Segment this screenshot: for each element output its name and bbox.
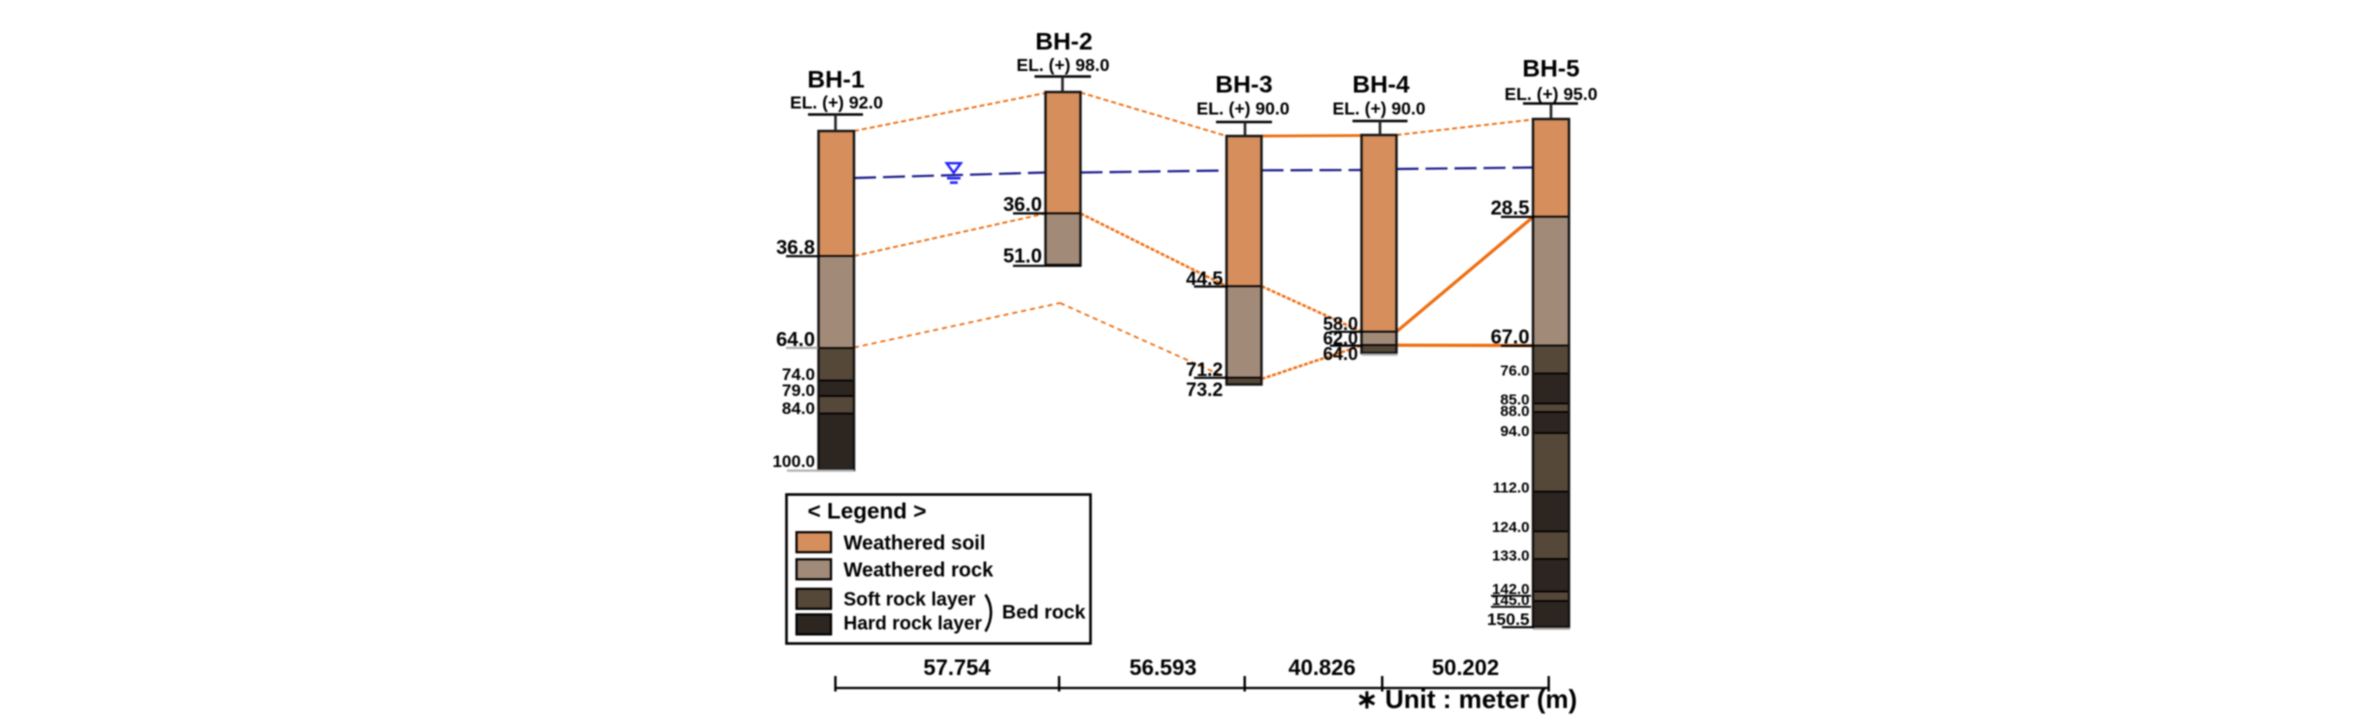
svg-text:150.5: 150.5 bbox=[1487, 610, 1530, 629]
svg-text:Weathered soil: Weathered soil bbox=[844, 533, 986, 555]
svg-text:BH-5: BH-5 bbox=[1522, 56, 1579, 83]
svg-text:58.0: 58.0 bbox=[1323, 314, 1358, 334]
svg-text:36.8: 36.8 bbox=[776, 237, 815, 259]
svg-text:74.0: 74.0 bbox=[782, 365, 815, 384]
svg-text:73.2: 73.2 bbox=[1186, 380, 1223, 401]
svg-text:BH-4: BH-4 bbox=[1352, 72, 1410, 99]
svg-text:85.0: 85.0 bbox=[1500, 392, 1529, 409]
svg-text:Soft rock layer: Soft rock layer bbox=[844, 590, 977, 611]
svg-text:62.0: 62.0 bbox=[1323, 328, 1358, 348]
svg-text:57.754: 57.754 bbox=[923, 655, 991, 680]
svg-text:44.5: 44.5 bbox=[1186, 269, 1223, 290]
svg-text:EL. (+) 92.0: EL. (+) 92.0 bbox=[790, 93, 883, 113]
svg-text:Bed rock: Bed rock bbox=[1002, 602, 1086, 624]
svg-text:36.0: 36.0 bbox=[1003, 194, 1042, 216]
svg-text:EL. (+) 90.0: EL. (+) 90.0 bbox=[1333, 99, 1426, 119]
svg-text:79.0: 79.0 bbox=[782, 381, 815, 400]
svg-text:EL. (+) 98.0: EL. (+) 98.0 bbox=[1017, 55, 1110, 75]
svg-text:145.0: 145.0 bbox=[1492, 592, 1530, 609]
svg-text:EL. (+) 95.0: EL. (+) 95.0 bbox=[1505, 84, 1598, 104]
svg-text:133.0: 133.0 bbox=[1492, 548, 1530, 565]
svg-text:88.0: 88.0 bbox=[1500, 403, 1529, 420]
svg-text:BH-2: BH-2 bbox=[1035, 29, 1092, 56]
svg-text:40.826: 40.826 bbox=[1288, 655, 1355, 680]
svg-text:28.5: 28.5 bbox=[1491, 198, 1530, 220]
svg-text:BH-3: BH-3 bbox=[1215, 72, 1272, 99]
svg-text:71.2: 71.2 bbox=[1186, 360, 1223, 381]
svg-text:BH-1: BH-1 bbox=[807, 67, 864, 94]
svg-text:64.0: 64.0 bbox=[776, 329, 815, 351]
svg-text:84.0: 84.0 bbox=[782, 399, 815, 418]
svg-text:Hard rock layer: Hard rock layer bbox=[844, 614, 983, 635]
svg-text:94.0: 94.0 bbox=[1500, 423, 1529, 440]
svg-text:< Legend >: < Legend > bbox=[808, 499, 927, 524]
svg-text:76.0: 76.0 bbox=[1500, 363, 1529, 380]
svg-text:124.0: 124.0 bbox=[1492, 519, 1530, 536]
svg-text:142.0: 142.0 bbox=[1492, 581, 1530, 598]
svg-text:56.593: 56.593 bbox=[1129, 655, 1196, 680]
svg-text:112.0: 112.0 bbox=[1493, 480, 1530, 497]
svg-text:EL. (+) 90.0: EL. (+) 90.0 bbox=[1197, 99, 1290, 119]
svg-text:Weathered rock: Weathered rock bbox=[844, 560, 995, 582]
svg-text:100.0: 100.0 bbox=[772, 452, 815, 471]
svg-text:64.0: 64.0 bbox=[1323, 344, 1358, 364]
svg-text:67.0: 67.0 bbox=[1491, 327, 1530, 349]
svg-text:50.202: 50.202 bbox=[1432, 655, 1499, 680]
svg-text:51.0: 51.0 bbox=[1003, 246, 1042, 268]
svg-text:∗ Unit : meter (m): ∗ Unit : meter (m) bbox=[1356, 684, 1577, 714]
